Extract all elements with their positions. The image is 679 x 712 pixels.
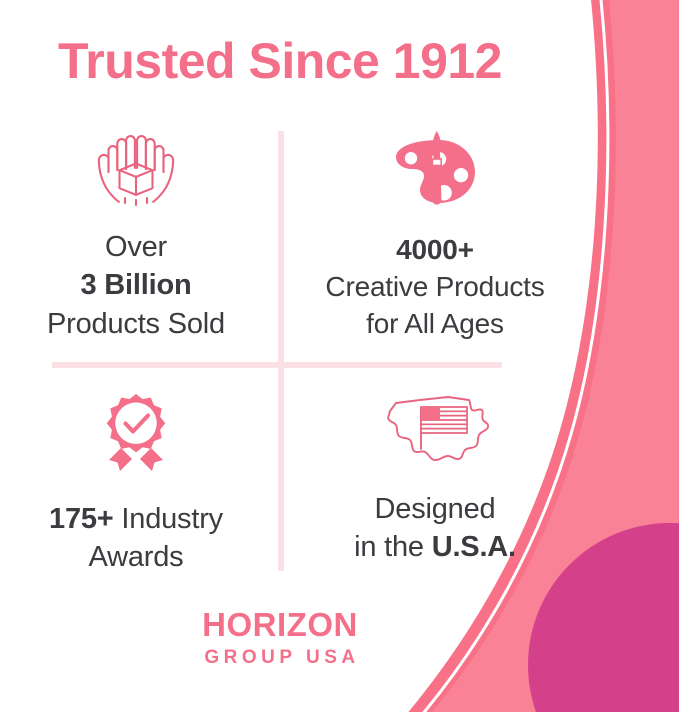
feature-text-designed-in-usa: Designed in the U.S.A. [354, 490, 516, 567]
line-usa: U.S.A. [431, 531, 516, 564]
line-industry: Industry [113, 503, 223, 535]
line-designed: Designed [374, 493, 496, 525]
logo-tagline: GROUP USA [204, 647, 360, 668]
wave-band-inner [432, 0, 679, 712]
feature-designed-in-usa: Designed in the U.S.A. [290, 392, 580, 567]
paint-palette-brush-icon [389, 128, 481, 210]
line-in-the: in the [354, 531, 432, 564]
feature-creative-products: 4000+ Creative Products for All Ages [290, 128, 580, 343]
feature-products-sold: Over 3 Billion Products Sold [0, 128, 272, 343]
wave-hairline [422, 0, 610, 712]
line-products-sold: Products Sold [47, 307, 225, 340]
line-175-plus: 175+ [49, 503, 114, 535]
feature-industry-awards: 175+ Industry Awards [0, 392, 272, 577]
feature-text-creative-products: 4000+ Creative Products for All Ages [325, 232, 544, 343]
feature-text-products-sold: Over 3 Billion Products Sold [47, 228, 225, 343]
line-over: Over [104, 231, 168, 263]
feature-text-industry-awards: 175+ Industry Awards [49, 500, 223, 577]
line-for-all-ages: for All Ages [366, 307, 504, 339]
line-3-billion: 3 Billion [80, 269, 192, 302]
award-ribbon-check-icon [99, 392, 173, 478]
usa-map-flag-icon [376, 392, 494, 466]
line-creative-products: Creative Products [325, 270, 545, 302]
wave-band-outer [408, 0, 679, 712]
hands-holding-box-icon [78, 128, 194, 208]
line-awards: Awards [88, 541, 184, 574]
brand-logo: HORIZON GROUP USA [0, 608, 560, 667]
divider-horizontal [52, 362, 502, 368]
logo-wordmark: HORIZON [202, 606, 358, 643]
divider-vertical [278, 131, 284, 571]
line-4000-plus: 4000+ [396, 234, 474, 265]
page-title: Trusted Since 1912 [57, 33, 503, 89]
